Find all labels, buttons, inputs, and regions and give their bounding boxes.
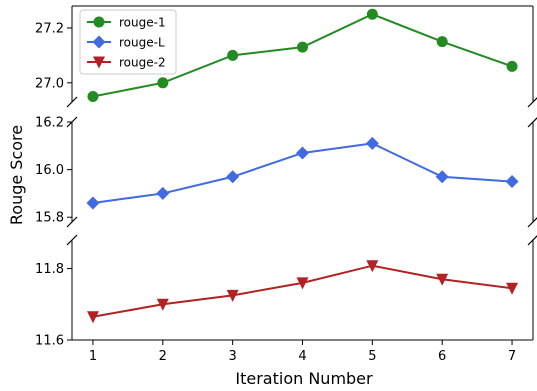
- x-tick-label: 2: [159, 349, 167, 364]
- y-tick-label: 16.2: [35, 116, 64, 131]
- legend-entry-rouge-L: rouge-L: [87, 35, 165, 50]
- data-point-rouge-2: [506, 282, 519, 295]
- legend-marker: [93, 16, 105, 28]
- data-point-rouge-1: [436, 36, 448, 48]
- legend: rouge-1 rouge-L rouge-2: [79, 9, 177, 75]
- x-tick-label: 7: [508, 349, 516, 364]
- legend-label: rouge-2: [119, 56, 166, 70]
- data-point-rouge-2: [296, 277, 309, 290]
- data-point-rouge-1: [157, 77, 169, 89]
- axis-break-mark: [66, 96, 78, 108]
- axis-break-mark: [66, 234, 78, 246]
- x-tick-label: 3: [229, 349, 237, 364]
- axis-break-mark: [527, 97, 537, 108]
- axis-break-mark: [527, 117, 537, 128]
- legend-marker: [92, 35, 106, 49]
- y-tick-label: 11.6: [35, 334, 64, 349]
- data-point-rouge-L: [365, 136, 379, 150]
- data-point-rouge-1: [227, 49, 239, 61]
- panel-rouge-1: 27.0 27.2: [35, 5, 537, 108]
- data-point-rouge-L: [156, 186, 170, 200]
- panel-rouge-2: 11.6 11.8: [35, 234, 537, 349]
- data-point-rouge-2: [86, 311, 99, 324]
- x-axis-ticks: 1 2 3 4 5 6 7: [89, 340, 516, 364]
- data-point-rouge-1: [297, 41, 308, 53]
- legend-marker: [93, 56, 105, 69]
- x-axis-label: Iteration Number: [235, 369, 373, 388]
- panel-rouge-L: 15.8 16.0 16.2: [35, 116, 537, 228]
- y-tick-label: 15.8: [35, 211, 64, 226]
- y-tick-label: 11.8: [35, 262, 64, 277]
- data-point-rouge-1: [506, 60, 518, 72]
- y-axis-label: Rouge Score: [7, 125, 26, 225]
- data-point-rouge-L: [435, 170, 449, 184]
- axis-break-mark: [66, 216, 78, 228]
- x-tick-label: 5: [368, 349, 376, 364]
- y-tick-label: 27.2: [35, 21, 64, 36]
- axis-break-mark: [527, 217, 537, 228]
- data-point-rouge-1: [87, 91, 99, 103]
- axis-break-mark: [527, 235, 537, 246]
- data-point-rouge-L: [226, 170, 240, 184]
- data-point-rouge-2: [226, 289, 239, 302]
- series-line-rouge-2: [92, 264, 513, 318]
- data-point-rouge-L: [505, 175, 519, 189]
- data-point-rouge-2: [156, 298, 169, 311]
- legend-label: rouge-1: [119, 16, 166, 30]
- y-tick-label: 16.0: [35, 163, 64, 178]
- x-tick-label: 6: [438, 349, 446, 364]
- x-tick-label: 1: [89, 349, 97, 364]
- x-tick-label: 4: [298, 349, 306, 364]
- y-tick-label: 27.0: [35, 76, 64, 91]
- legend-entry-rouge-1: rouge-1: [87, 16, 166, 30]
- data-point-rouge-L: [296, 146, 309, 160]
- chart-panels: 27.0 27.2 15.8 16.0 16.2 11.6 11.8: [35, 5, 537, 349]
- data-point-rouge-2: [366, 260, 379, 273]
- legend-entry-rouge-2: rouge-2: [87, 56, 166, 70]
- data-point-rouge-1: [366, 8, 378, 20]
- data-point-rouge-2: [436, 273, 449, 286]
- legend-label: rouge-L: [119, 36, 165, 50]
- data-point-rouge-L: [86, 196, 100, 210]
